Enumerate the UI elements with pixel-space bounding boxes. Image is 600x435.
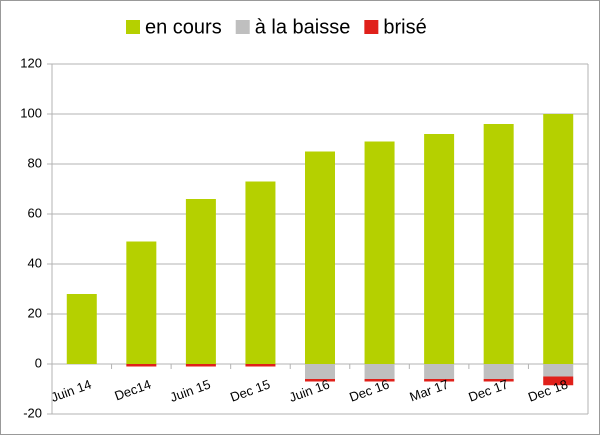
bar bbox=[543, 364, 574, 377]
bar bbox=[245, 181, 276, 364]
bar bbox=[424, 134, 455, 364]
bar bbox=[424, 364, 455, 379]
y-tick-label: 120 bbox=[20, 55, 42, 70]
bar bbox=[126, 364, 157, 367]
bar bbox=[305, 151, 335, 364]
legend-label: brisé bbox=[383, 16, 426, 38]
y-tick-label: 80 bbox=[28, 155, 42, 170]
bar bbox=[245, 364, 276, 367]
bar bbox=[483, 124, 514, 364]
bar bbox=[305, 364, 335, 379]
bar bbox=[483, 364, 514, 379]
bar bbox=[126, 241, 157, 364]
bar bbox=[185, 199, 216, 364]
bar bbox=[364, 364, 395, 379]
bar bbox=[364, 141, 395, 364]
y-tick-label: 20 bbox=[28, 305, 42, 320]
y-tick-label: 60 bbox=[28, 205, 42, 220]
y-tick-label: 100 bbox=[20, 105, 42, 120]
bar bbox=[305, 379, 335, 382]
bar bbox=[543, 114, 574, 364]
bar bbox=[543, 376, 574, 386]
bar bbox=[364, 379, 395, 382]
legend-swatch bbox=[235, 20, 250, 34]
bar bbox=[424, 379, 455, 382]
legend-label: à la baisse bbox=[255, 16, 351, 38]
y-tick-label: 0 bbox=[35, 355, 42, 370]
bar bbox=[66, 294, 97, 364]
legend-label: en cours bbox=[145, 16, 222, 38]
y-tick-label: 40 bbox=[28, 255, 42, 270]
y-tick-label: -20 bbox=[23, 405, 42, 420]
bar bbox=[483, 379, 514, 382]
legend-swatch bbox=[364, 20, 379, 34]
bar bbox=[185, 364, 216, 367]
legend: en cours à la baisse brisé bbox=[126, 16, 427, 38]
legend-swatch bbox=[126, 20, 140, 34]
